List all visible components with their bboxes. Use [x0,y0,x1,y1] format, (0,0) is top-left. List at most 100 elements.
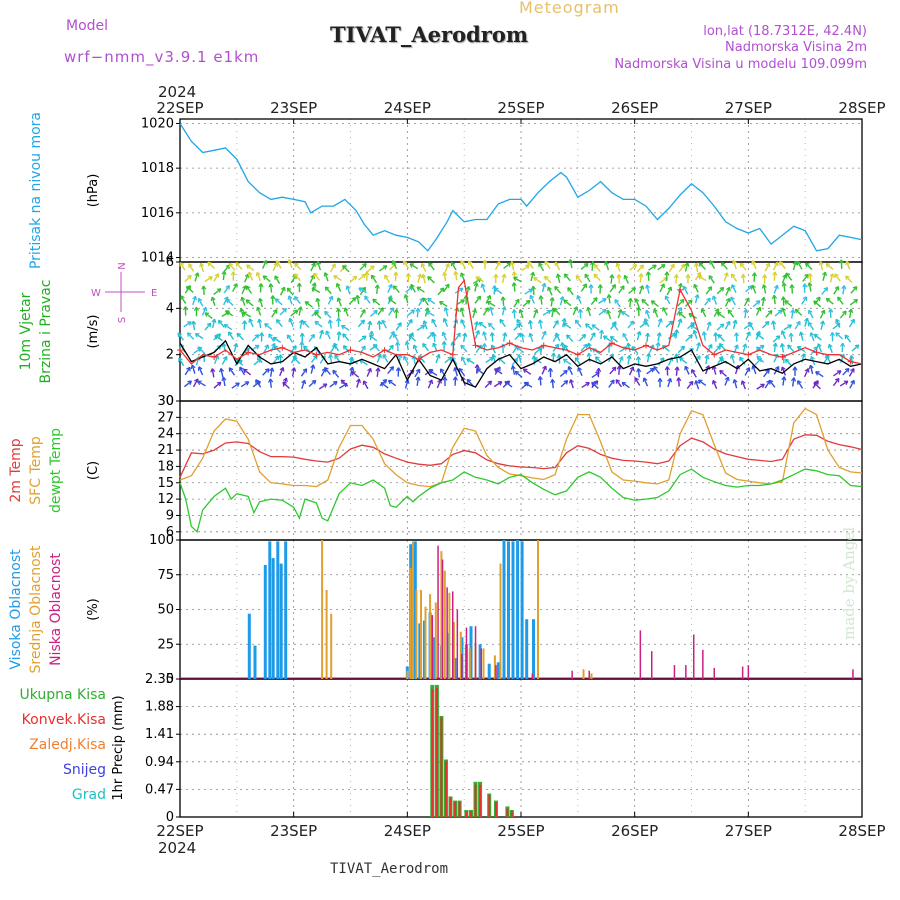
wind-barb [395,322,402,331]
wind-barb [369,309,378,317]
wind-barb [641,299,650,307]
wind-barb [791,284,794,294]
wind-barb [662,307,668,316]
wind-barb [410,309,415,312]
bar-precip [445,761,447,817]
y-tick-label: 0 [166,810,174,825]
wind-barb [740,273,744,279]
wind-barb [645,271,649,276]
x-tick-label-top: 24SEP [384,99,431,117]
wind-barb [439,300,448,307]
wind-barb [204,312,213,319]
wind-barb [741,380,747,390]
wind-barb [511,282,515,287]
wind-barb [817,343,823,353]
wind-barb [346,285,351,295]
wind-barb [813,382,816,387]
wind-barb [782,376,785,386]
wind-barb [192,320,196,331]
wind-barb [466,358,475,365]
wind-barb [591,382,594,387]
wind-barb [256,306,259,312]
wind-barb [476,368,485,375]
wind-barb [566,334,574,343]
wind-barb [246,264,255,272]
wind-barb [664,271,668,276]
wind-barb [701,331,705,336]
wind-barb [655,341,660,346]
wind-barb [730,273,738,282]
wind-barb [612,322,619,331]
wind-barb [333,275,337,280]
wind-barb [415,368,420,372]
wind-barb [657,318,662,328]
wind-barb [213,355,219,365]
wind-barb [427,379,433,389]
wind-barb [745,331,751,341]
bar-clouds [532,619,535,679]
wind-barb [694,294,699,304]
wind-barb [459,272,462,277]
plot-layer [177,123,863,817]
wind-barb [268,333,275,342]
compass-s: S [117,317,128,323]
wind-barb [293,356,301,365]
wind-barb [327,295,333,305]
wind-barb [615,262,618,268]
series-label: dewpt Temp [48,428,64,513]
wind-barb [658,357,665,366]
wind-barb [617,309,622,319]
wind-barb [781,282,785,287]
wind-barb [292,357,296,362]
series-line-temperature [179,434,863,478]
wind-barb [745,367,750,371]
bar-clouds [409,567,412,679]
wind-barb [799,331,804,341]
wind-barb [416,286,420,292]
y-tick-label: 2 [166,348,174,363]
wind-barb [610,274,613,284]
wind-barb [810,346,818,355]
wind-barb [243,273,250,283]
wind-barb [311,287,321,294]
wind-barb [454,332,461,341]
wind-barb [537,347,542,350]
wind-barb [396,341,399,352]
wind-barb [653,308,659,318]
wind-barb [294,296,301,305]
wind-barb [349,358,353,363]
wind-barb [834,377,840,381]
wind-barb [674,366,678,371]
y-tick-label: 0 [166,394,174,409]
wind-barb [694,262,697,268]
wind-barb [198,366,204,376]
bar-clouds [713,667,715,679]
wind-barb [516,354,520,359]
wind-barb [418,297,424,307]
wind-barb [745,285,753,293]
wind-barb [777,309,782,312]
wind-barb [664,295,671,305]
wind-barb [388,297,397,305]
wind-barb [310,333,315,337]
wind-barb [742,343,747,348]
wind-barb [742,343,747,353]
wind-barb [641,299,644,304]
wind-barb [773,271,776,281]
wind-barb [719,369,728,377]
wind-barb [247,271,250,277]
wind-barb [504,381,507,386]
wind-barb [290,309,299,317]
wind-barb [372,344,375,349]
wind-barb [443,272,447,282]
wind-barb [845,260,851,270]
bar-clouds [406,670,409,679]
wind-barb [731,284,737,294]
wind-barb [597,284,601,289]
wind-barb [840,353,845,363]
wind-barb [544,260,551,270]
y-tick-label: 24 [157,427,174,442]
wind-barb [788,332,792,337]
wind-barb [716,312,720,317]
wind-barb [781,343,785,353]
